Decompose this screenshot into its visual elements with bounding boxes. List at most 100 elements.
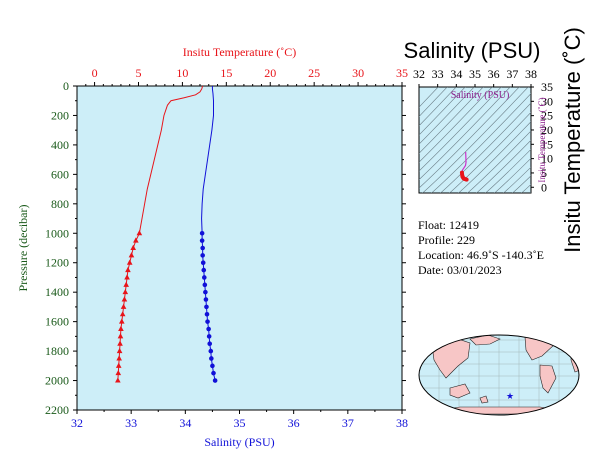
ts-salinity-tick-label: 38 (525, 67, 537, 81)
salinity-point (202, 282, 208, 288)
temperature-point (133, 237, 139, 243)
temperature-tick-label: 25 (308, 66, 320, 80)
density-contour (521, 183, 531, 193)
temperature-point (115, 362, 122, 368)
ts-salinity-tick-label: 37 (506, 67, 518, 81)
density-contour (503, 166, 531, 193)
density-contour (440, 102, 531, 193)
ts-temperature-tick-label: 20 (541, 123, 553, 137)
float-id: Float: 12419 (418, 218, 479, 232)
temperature-point (115, 369, 122, 376)
pressure-tick-label: 1800 (45, 344, 69, 358)
salinity-point (205, 319, 210, 324)
pressure-tick-label: 1000 (45, 226, 69, 240)
ts-diagram-title: Salinity (PSU) (404, 38, 541, 63)
temperature-point (122, 288, 129, 295)
salinity-point (200, 245, 205, 251)
salinity-tick-label: 36 (288, 416, 300, 430)
density-contour (419, 87, 466, 136)
density-contour (431, 93, 531, 193)
profile-panel: 0200400600800100012001400160018002000220… (16, 45, 408, 449)
temperature-point (119, 311, 126, 317)
temperature-line (138, 85, 204, 234)
temperature-point (118, 325, 124, 331)
ts-salinity-tick-label: 32 (413, 67, 425, 81)
density-contour (494, 157, 531, 193)
temperature-point (130, 244, 137, 250)
density-contour (419, 87, 511, 181)
temperature-axis-title: Insitu Temperature (˚C) (183, 45, 297, 59)
pressure-tick-label: 1400 (45, 285, 69, 299)
salinity-point (208, 348, 214, 354)
pressure-tick-label: 200 (51, 108, 69, 122)
pressure-tick-label: 1200 (45, 256, 69, 270)
ts-temperature-tick-label: 30 (541, 94, 553, 108)
ts-temperature-tick-label: 5 (541, 166, 547, 180)
ts-salinity-tick-label: 35 (469, 67, 481, 81)
temperature-point (115, 377, 121, 383)
salinity-tick-label: 37 (342, 416, 354, 430)
density-contour (422, 87, 529, 193)
salinity-point (200, 260, 206, 266)
salinity-point (200, 253, 205, 258)
ts-diagram-ylabel: Insitu Temperature (˚C) (560, 27, 585, 253)
salinity-tick-label: 33 (125, 416, 137, 430)
salinity-point (211, 370, 216, 376)
pressure-tick-label: 2200 (45, 403, 69, 417)
pressure-tick-label: 600 (51, 167, 69, 181)
salinity-point (203, 289, 208, 295)
pressure-tick-label: 800 (51, 197, 69, 211)
density-contour (419, 87, 493, 163)
float-info: Float: 12419 Profile: 229 Location: 46.9… (418, 218, 544, 277)
map-antarctica (439, 406, 561, 415)
profile-plot-area (76, 85, 403, 411)
salinity-axis-title: Salinity (PSU) (204, 435, 274, 449)
salinity-point (212, 378, 218, 383)
profile-axis-ticks: 0200400600800100012001400160018002000220… (45, 66, 408, 430)
salinity-point (201, 275, 207, 280)
ts-curve-upper (461, 152, 467, 173)
salinity-point (210, 363, 215, 369)
ts-temperature-tick-label: 25 (541, 109, 553, 123)
temperature-point (121, 296, 128, 302)
ts-temperature-tick-label: 0 (541, 180, 547, 194)
temperature-point (123, 281, 129, 287)
density-contour (458, 121, 531, 193)
ts-series (459, 152, 469, 182)
ts-density-contours (419, 87, 531, 193)
profile-number: Profile: 229 (418, 233, 475, 247)
salinity-point (201, 267, 207, 273)
density-contour (512, 175, 531, 193)
density-contour (449, 111, 531, 193)
ts-plot-area (418, 86, 532, 194)
pressure-tick-label: 0 (63, 79, 69, 93)
temperature-tick-label: 35 (396, 66, 408, 80)
temperature-point (116, 355, 122, 361)
ts-temperature-tick-label: 15 (541, 137, 553, 151)
temperature-tick-label: 0 (92, 66, 98, 80)
map-border (418, 334, 580, 416)
pressure-axis-title: Pressure (decibar) (16, 205, 30, 292)
salinity-point (204, 311, 210, 317)
salinity-point (203, 297, 209, 302)
salinity-tick-label: 35 (234, 416, 246, 430)
map-south-america (539, 364, 557, 394)
profile-series (115, 85, 218, 383)
temperature-point (120, 303, 127, 309)
salinity-point (204, 304, 209, 310)
temperature-point (124, 274, 130, 280)
salinity-point (209, 356, 214, 361)
ts-small-salinity-label: Salinity (PSU) (451, 90, 510, 101)
profile-date: Date: 03/01/2023 (418, 263, 502, 277)
salinity-point (207, 341, 213, 347)
ts-small-temperature-label: Insitu Temperature (˚C) (537, 97, 547, 182)
ts-salinity-tick-label: 34 (450, 67, 462, 81)
temperature-tick-label: 10 (176, 66, 188, 80)
salinity-tick-label: 34 (179, 416, 191, 430)
ts-salinity-tick-label: 33 (432, 67, 444, 81)
salinity-tick-label: 32 (71, 416, 83, 430)
float-position-marker: ★ (506, 391, 514, 401)
density-contour (419, 87, 484, 154)
